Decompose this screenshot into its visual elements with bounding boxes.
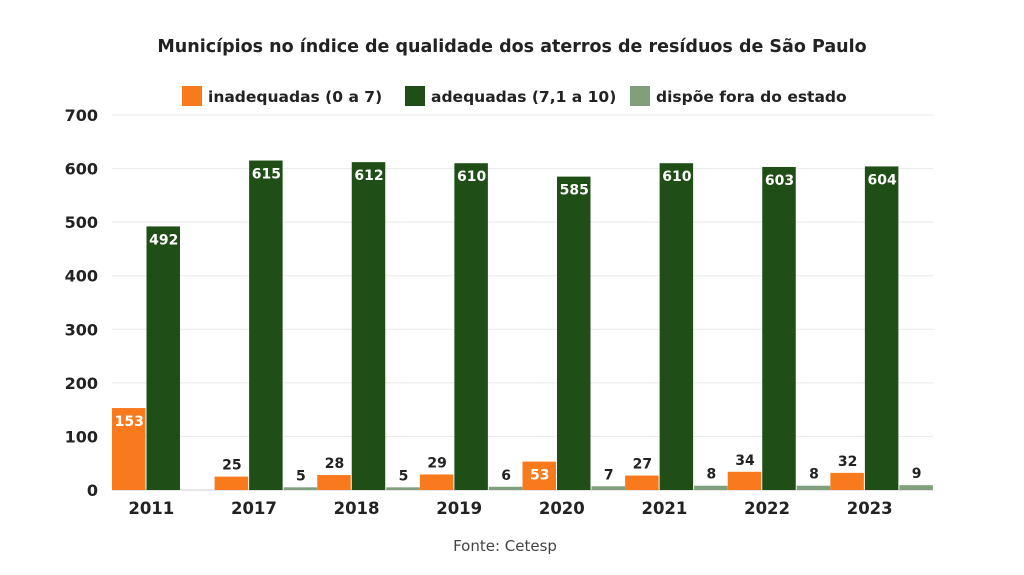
data-label: 6 [501,468,511,484]
bar [625,475,659,490]
data-label: 610 [457,169,486,185]
legend-swatch [405,86,425,106]
bar [317,475,351,490]
bar [591,486,625,490]
y-tick-label: 200 [65,374,98,393]
y-tick-label: 400 [65,267,98,286]
legend-swatch [182,86,202,106]
bar [386,487,420,490]
data-label: 604 [868,172,897,188]
legend-label: dispõe fora do estado [656,88,847,106]
data-label: 8 [809,467,819,483]
bar [249,160,283,491]
data-label: 53 [530,468,549,484]
legend-label: inadequadas (0 a 7) [208,88,382,106]
x-tick-label: 2011 [128,499,174,518]
data-label: 8 [707,467,717,483]
bar [864,166,899,490]
legend: inadequadas (0 a 7) adequadas (7,1 a 10) d… [182,86,847,106]
x-tick-label: 2023 [847,499,893,518]
data-label: 5 [399,468,409,484]
bar [454,163,488,490]
data-label: 9 [912,466,922,482]
y-tick-label: 0 [87,481,98,500]
x-tick-label: 2021 [641,499,687,518]
source-note: Fonte: Cetesp [453,537,557,555]
y-tick-label: 600 [65,160,98,179]
data-label: 7 [604,467,614,483]
data-label: 32 [838,454,857,470]
data-label: 28 [325,456,344,472]
bar [796,485,831,490]
data-label: 153 [115,414,144,430]
x-tick-label: 2018 [334,499,380,518]
bar [351,162,386,490]
bar [419,474,454,490]
y-tick-label: 300 [65,320,98,339]
legend-label: adequadas (7,1 a 10) [431,88,616,106]
bar [899,485,933,490]
data-label: 5 [296,468,306,484]
bar [659,163,694,490]
bar [283,487,318,490]
y-tick-label: 100 [65,427,98,446]
y-tick-label: 500 [65,213,98,232]
bar [112,408,146,490]
x-tick-label: 2019 [436,499,482,518]
grid: 0 100 200 300 400 500 600 700 [65,106,933,500]
data-label: 615 [252,167,281,183]
bar [488,486,523,490]
data-label: 610 [662,169,691,185]
data-label: 25 [222,458,241,474]
y-tick-label: 700 [65,106,98,125]
data-label: 29 [427,455,446,471]
bar [727,471,762,490]
bar [762,166,796,490]
x-tick-label: 2022 [744,499,790,518]
bar [146,226,180,490]
bar [522,461,556,490]
data-label: 612 [354,168,383,184]
data-label: 27 [633,457,652,473]
bars: 153 492 2011 25 615 5 2017 28 612 5 2018 29 610 6 2019… [112,160,933,518]
legend-swatch [630,86,650,106]
bar [557,176,591,490]
chart-title: Municípios no índice de qualidade dos at… [157,37,866,57]
x-tick-label: 2017 [231,499,277,518]
bar [830,472,864,490]
bar [214,476,249,490]
x-tick-label: 2020 [539,499,585,518]
data-label: 603 [765,173,794,189]
bar [694,485,728,490]
data-label: 585 [560,183,589,199]
data-label: 492 [149,232,178,248]
data-label: 34 [735,453,755,469]
